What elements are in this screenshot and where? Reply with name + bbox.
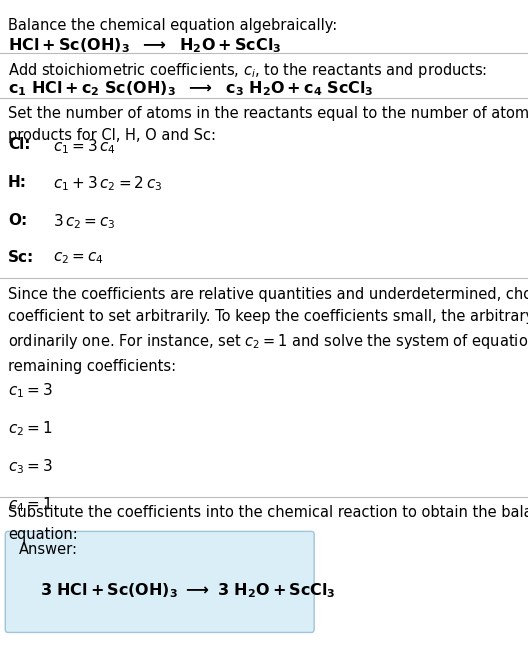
Text: $\mathbf{3\ HCl + Sc(OH)_3 \ \longrightarrow \ 3\ H_2O + ScCl_3}$: $\mathbf{3\ HCl + Sc(OH)_3 \ \longrighta… xyxy=(40,582,335,600)
Text: Cl:: Cl: xyxy=(8,137,31,152)
Text: $c_3 = 3$: $c_3 = 3$ xyxy=(8,457,53,476)
Text: Set the number of atoms in the reactants equal to the number of atoms in the
pro: Set the number of atoms in the reactants… xyxy=(8,106,528,143)
FancyBboxPatch shape xyxy=(5,531,314,632)
Text: Balance the chemical equation algebraically:: Balance the chemical equation algebraica… xyxy=(8,18,337,33)
Text: Since the coefficients are relative quantities and underdetermined, choose a
coe: Since the coefficients are relative quan… xyxy=(8,287,528,374)
Text: Substitute the coefficients into the chemical reaction to obtain the balanced
eq: Substitute the coefficients into the che… xyxy=(8,505,528,542)
Text: $3\,c_2 = c_3$: $3\,c_2 = c_3$ xyxy=(53,213,116,231)
Text: Add stoichiometric coefficients, $c_i$, to the reactants and products:: Add stoichiometric coefficients, $c_i$, … xyxy=(8,61,487,80)
Text: $c_2 = c_4$: $c_2 = c_4$ xyxy=(53,250,103,266)
Text: $\mathbf{c_1\ HCl + c_2\ Sc(OH)_3 \ \ \longrightarrow \ \ c_3\ H_2O + c_4\ ScCl_: $\mathbf{c_1\ HCl + c_2\ Sc(OH)_3 \ \ \l… xyxy=(8,79,374,98)
Text: Sc:: Sc: xyxy=(8,250,34,265)
Text: H:: H: xyxy=(8,175,27,190)
Text: $\mathbf{HCl + Sc(OH)_3 \ \ \longrightarrow \ \ H_2O + ScCl_3}$: $\mathbf{HCl + Sc(OH)_3 \ \ \longrightar… xyxy=(8,36,281,55)
Text: $c_1 = 3$: $c_1 = 3$ xyxy=(8,381,53,400)
Text: $c_4 = 1$: $c_4 = 1$ xyxy=(8,495,52,514)
Text: $c_2 = 1$: $c_2 = 1$ xyxy=(8,419,52,438)
Text: $c_1 = 3\,c_4$: $c_1 = 3\,c_4$ xyxy=(53,137,116,156)
Text: Answer:: Answer: xyxy=(18,542,78,557)
Text: O:: O: xyxy=(8,213,27,228)
Text: $c_1 + 3\,c_2 = 2\,c_3$: $c_1 + 3\,c_2 = 2\,c_3$ xyxy=(53,175,162,194)
